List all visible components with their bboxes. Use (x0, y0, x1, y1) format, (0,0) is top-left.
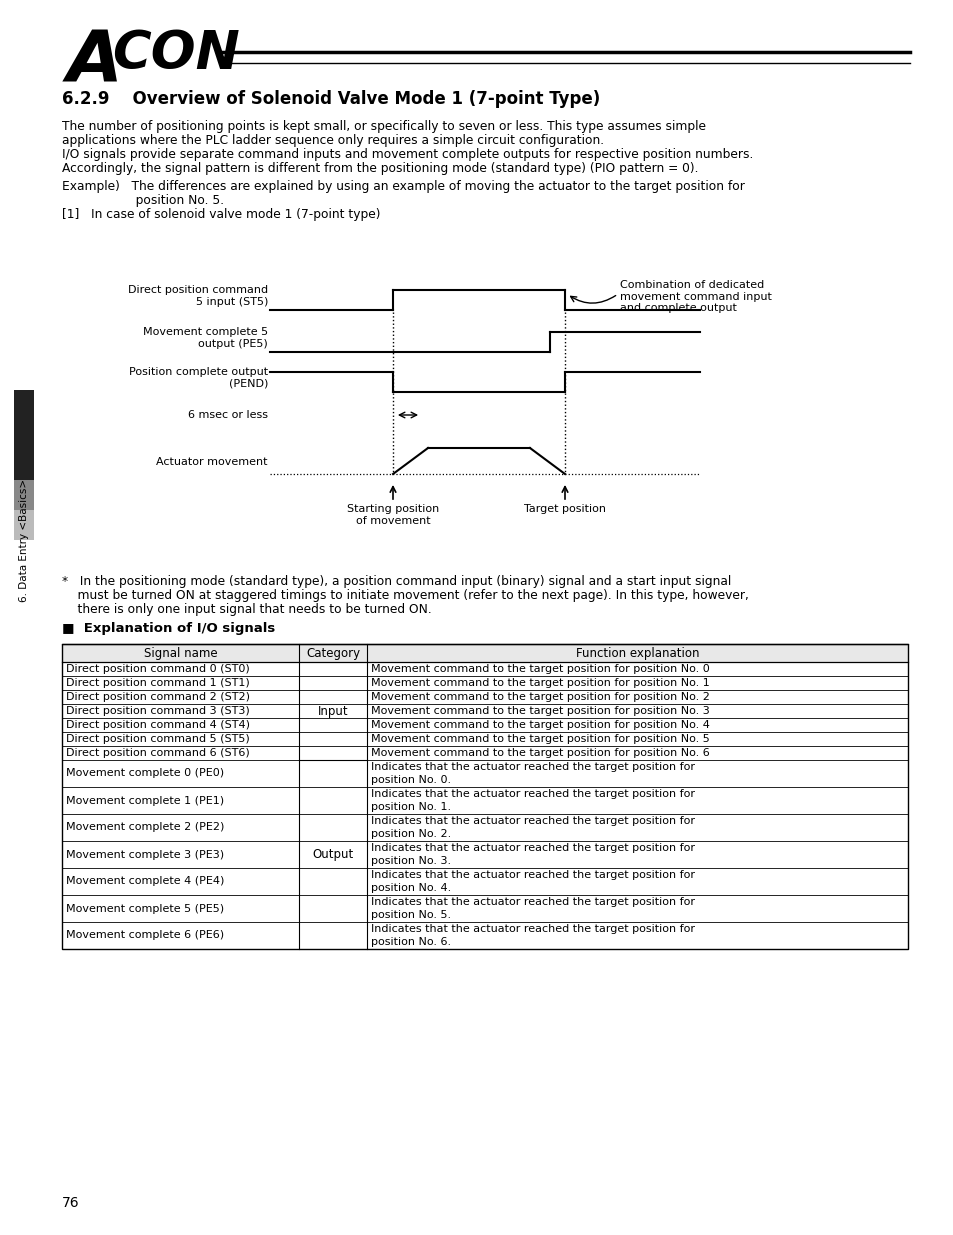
Text: CON: CON (112, 28, 239, 80)
Bar (62, 643, 907, 662)
Text: Direct position command 6 (ST6): Direct position command 6 (ST6) (66, 748, 250, 758)
Text: Direct position command 4 (ST4): Direct position command 4 (ST4) (66, 720, 250, 730)
Text: Movement complete 2 (PE2): Movement complete 2 (PE2) (66, 823, 224, 832)
Text: The number of positioning points is kept small, or specifically to seven or less: The number of positioning points is kept… (62, 120, 705, 133)
Text: Indicates that the actuator reached the target position for: Indicates that the actuator reached the … (371, 789, 695, 799)
Text: Movement command to the target position for position No. 4: Movement command to the target position … (371, 720, 709, 730)
Bar (14, 390, 34, 480)
Text: 6.2.9    Overview of Solenoid Valve Mode 1 (7-point Type): 6.2.9 Overview of Solenoid Valve Mode 1 … (62, 90, 599, 107)
Text: 6. Data Entry <Basics>: 6. Data Entry <Basics> (19, 478, 29, 601)
Text: position No. 6.: position No. 6. (371, 937, 451, 947)
Text: Direct position command 1 (ST1): Direct position command 1 (ST1) (66, 678, 250, 688)
Text: *   In the positioning mode (standard type), a position command input (binary) s: * In the positioning mode (standard type… (62, 576, 731, 588)
Text: Direct position command 3 (ST3): Direct position command 3 (ST3) (66, 706, 250, 716)
Text: position No. 3.: position No. 3. (371, 856, 451, 866)
Text: Signal name: Signal name (144, 646, 217, 659)
Text: Position complete output
(PEND): Position complete output (PEND) (129, 367, 268, 389)
Text: Input: Input (317, 704, 348, 718)
Text: Indicates that the actuator reached the target position for: Indicates that the actuator reached the … (371, 762, 695, 772)
Text: Accordingly, the signal pattern is different from the positioning mode (standard: Accordingly, the signal pattern is diffe… (62, 162, 698, 175)
Text: Movement complete 5 (PE5): Movement complete 5 (PE5) (66, 904, 224, 914)
Text: Starting position
of movement: Starting position of movement (347, 504, 438, 526)
Text: Movement complete 4 (PE4): Movement complete 4 (PE4) (66, 877, 224, 887)
Text: Category: Category (306, 646, 359, 659)
Text: position No. 1.: position No. 1. (371, 803, 451, 813)
Text: Movement complete 5
output (PE5): Movement complete 5 output (PE5) (143, 327, 268, 348)
Text: Indicates that the actuator reached the target position for: Indicates that the actuator reached the … (371, 869, 695, 879)
Text: Indicates that the actuator reached the target position for: Indicates that the actuator reached the … (371, 924, 695, 934)
Text: Direct position command 2 (ST2): Direct position command 2 (ST2) (66, 692, 250, 701)
Text: position No. 2.: position No. 2. (371, 829, 451, 840)
Text: Indicates that the actuator reached the target position for: Indicates that the actuator reached the … (371, 816, 695, 826)
Text: Movement command to the target position for position No. 2: Movement command to the target position … (371, 692, 709, 701)
Text: Indicates that the actuator reached the target position for: Indicates that the actuator reached the … (371, 897, 695, 906)
Text: 6 msec or less: 6 msec or less (188, 410, 268, 420)
Text: Function explanation: Function explanation (576, 646, 699, 659)
Text: ■  Explanation of I/O signals: ■ Explanation of I/O signals (62, 622, 275, 635)
Text: position No. 5.: position No. 5. (62, 194, 224, 207)
Text: Movement command to the target position for position No. 6: Movement command to the target position … (371, 748, 709, 758)
Text: I/O signals provide separate command inputs and movement complete outputs for re: I/O signals provide separate command inp… (62, 148, 753, 161)
Text: position No. 0.: position No. 0. (371, 776, 451, 785)
Bar (14, 510, 34, 540)
Text: there is only one input signal that needs to be turned ON.: there is only one input signal that need… (62, 603, 432, 616)
Bar (62, 643, 907, 948)
Bar (14, 480, 34, 510)
Text: Movement complete 3 (PE3): Movement complete 3 (PE3) (66, 850, 224, 860)
Text: Example)   The differences are explained by using an example of moving the actua: Example) The differences are explained b… (62, 180, 744, 193)
Text: Movement command to the target position for position No. 3: Movement command to the target position … (371, 706, 709, 716)
Text: Actuator movement: Actuator movement (156, 457, 268, 467)
Text: position No. 5.: position No. 5. (371, 910, 451, 920)
Text: Indicates that the actuator reached the target position for: Indicates that the actuator reached the … (371, 842, 695, 852)
Text: Direct position command 5 (ST5): Direct position command 5 (ST5) (66, 734, 250, 743)
Text: Movement command to the target position for position No. 5: Movement command to the target position … (371, 734, 709, 743)
Text: Movement complete 6 (PE6): Movement complete 6 (PE6) (66, 930, 224, 941)
Text: Direct position command
5 input (ST5): Direct position command 5 input (ST5) (128, 285, 268, 306)
Text: Movement command to the target position for position No. 1: Movement command to the target position … (371, 678, 709, 688)
Text: Movement command to the target position for position No. 0: Movement command to the target position … (371, 664, 709, 674)
Text: Movement complete 1 (PE1): Movement complete 1 (PE1) (66, 795, 224, 805)
Text: 76: 76 (62, 1195, 79, 1210)
Text: Combination of dedicated
movement command input
and complete output: Combination of dedicated movement comman… (619, 280, 771, 314)
Text: must be turned ON at staggered timings to initiate movement (refer to the next p: must be turned ON at staggered timings t… (62, 589, 748, 601)
Text: position No. 4.: position No. 4. (371, 883, 451, 893)
Text: Direct position command 0 (ST0): Direct position command 0 (ST0) (66, 664, 250, 674)
Text: Output: Output (312, 848, 354, 861)
Text: Movement complete 0 (PE0): Movement complete 0 (PE0) (66, 768, 224, 778)
Text: $\bfit{A}$: $\bfit{A}$ (62, 25, 118, 95)
Text: Target position: Target position (523, 504, 605, 514)
Text: applications where the PLC ladder sequence only requires a simple circuit config: applications where the PLC ladder sequen… (62, 135, 603, 147)
Text: [1]   In case of solenoid valve mode 1 (7-point type): [1] In case of solenoid valve mode 1 (7-… (62, 207, 380, 221)
